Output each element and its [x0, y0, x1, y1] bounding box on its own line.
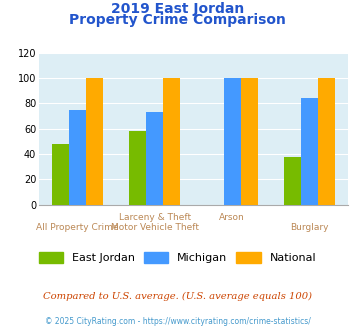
- Bar: [163, 78, 180, 205]
- Bar: [69, 110, 86, 205]
- Text: 2019 East Jordan: 2019 East Jordan: [111, 2, 244, 16]
- Bar: [241, 78, 258, 205]
- Bar: [284, 156, 301, 205]
- Text: Compared to U.S. average. (U.S. average equals 100): Compared to U.S. average. (U.S. average …: [43, 292, 312, 301]
- Text: Property Crime Comparison: Property Crime Comparison: [69, 13, 286, 26]
- Bar: [86, 78, 103, 205]
- Bar: [224, 78, 241, 205]
- Bar: [52, 144, 69, 205]
- Text: Burglary: Burglary: [290, 223, 328, 232]
- Text: Arson: Arson: [219, 213, 245, 222]
- Bar: [129, 131, 146, 205]
- Bar: [318, 78, 335, 205]
- Text: Motor Vehicle Theft: Motor Vehicle Theft: [111, 223, 199, 232]
- Text: All Property Crime: All Property Crime: [37, 223, 119, 232]
- Bar: [146, 112, 163, 205]
- Bar: [301, 98, 318, 205]
- Text: © 2025 CityRating.com - https://www.cityrating.com/crime-statistics/: © 2025 CityRating.com - https://www.city…: [45, 317, 310, 326]
- Legend: East Jordan, Michigan, National: East Jordan, Michigan, National: [36, 249, 320, 267]
- Text: Larceny & Theft: Larceny & Theft: [119, 213, 191, 222]
